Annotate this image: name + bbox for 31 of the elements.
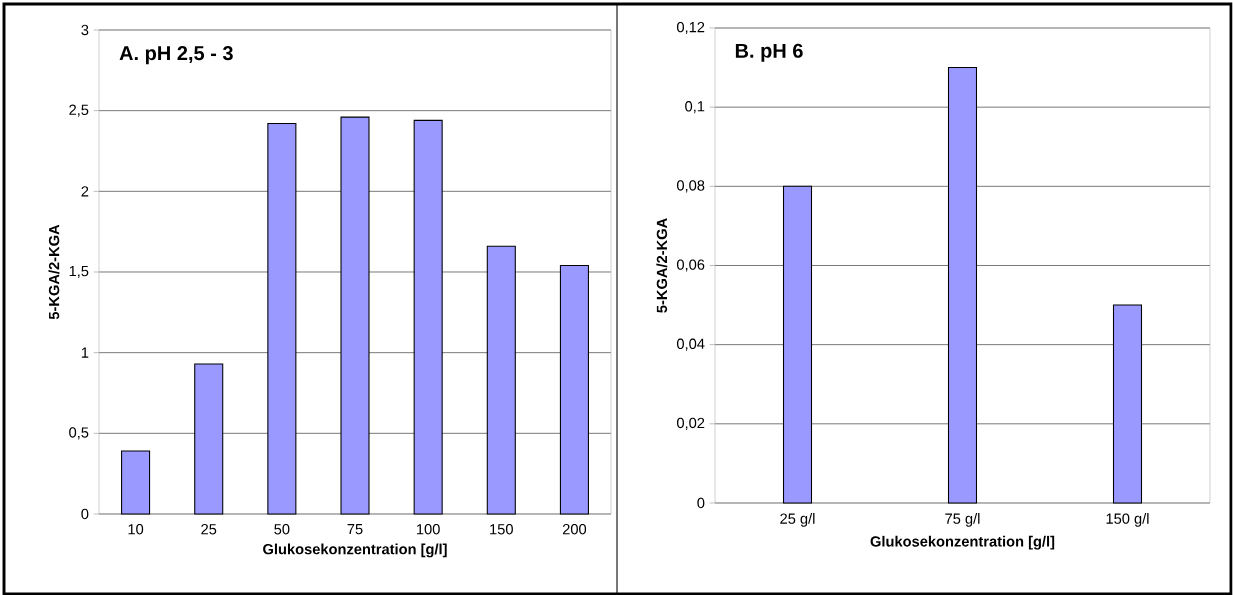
y-tick-label: 0: [81, 508, 89, 519]
y-tick-label: 0,06: [676, 259, 705, 272]
y-tick-label: 0,08: [676, 180, 705, 193]
x-tick-label: 25 g/l: [780, 512, 815, 527]
x-tick-label: 200: [562, 523, 587, 535]
x-tick-label: 50: [274, 523, 290, 535]
x-tick-label: 25: [201, 523, 217, 535]
y-tick-label: 2,5: [69, 104, 89, 117]
x-tick-label: 10: [128, 523, 144, 535]
y-tick-label: 2: [81, 186, 89, 197]
x-axis-title: Glukosekonzentration [g/l]: [263, 543, 447, 558]
y-tick-label: 0,02: [676, 417, 705, 430]
x-axis-title: Glukosekonzentration [g/l]: [870, 535, 1055, 550]
y-tick-label: 0,5: [69, 427, 89, 440]
x-tick-label: 75: [347, 523, 363, 535]
y-axis-title: 5-KGA/2-KGA: [48, 224, 60, 319]
y-axis-title: 5-KGA/2-KGA: [656, 218, 668, 313]
y-tick-label: 1: [81, 347, 89, 358]
y-tick-label: 0,1: [685, 100, 705, 113]
y-tick-label: 0,12: [676, 21, 705, 34]
x-tick-label: 150 g/l: [1106, 512, 1149, 527]
y-tick-label: 3: [81, 24, 89, 35]
y-tick-label: 0: [697, 497, 705, 508]
x-tick-label: 100: [417, 523, 440, 535]
y-tick-label: 1,5: [69, 265, 89, 278]
text: A. pH 2,5 - 3: [119, 45, 233, 64]
text: B. pH 6: [735, 43, 803, 62]
bar: [121, 450, 151, 515]
y-tick-label: 0,04: [676, 338, 705, 351]
x-tick-label: 75 g/l: [945, 512, 980, 527]
x-tick-label: 150: [490, 523, 513, 535]
